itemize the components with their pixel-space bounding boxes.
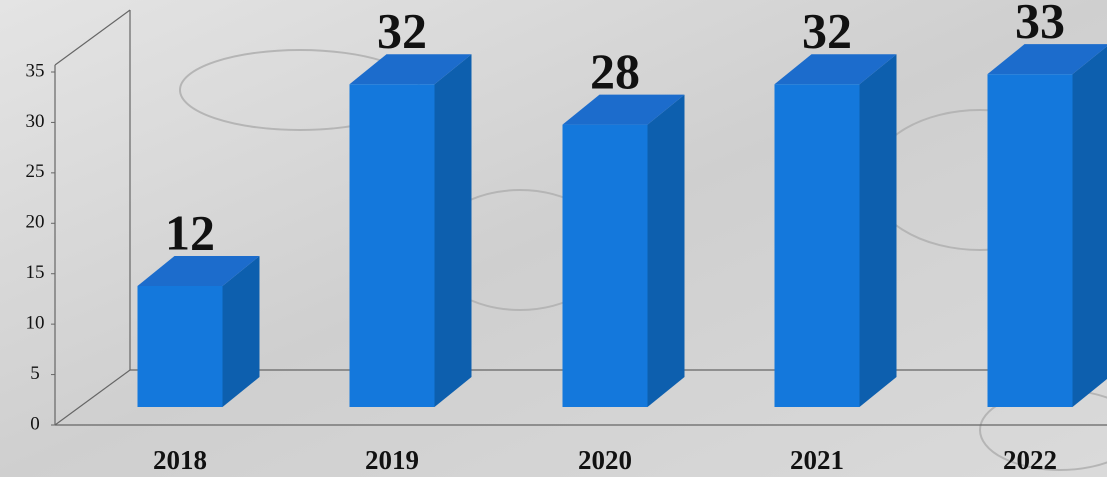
- chart: 0 5 10 15 20 25 30 35 2018 12 2019 32 2020 28 2021 32 20…: [0, 0, 1107, 477]
- bar: [138, 286, 223, 407]
- y-tick-label: 0: [30, 413, 40, 434]
- bar-side: [648, 95, 685, 407]
- value-label: 32: [377, 3, 427, 59]
- bar-side: [1073, 44, 1107, 407]
- x-tick-label: 2022: [1003, 445, 1057, 475]
- x-tick-label: 2021: [790, 445, 844, 475]
- value-label: 32: [802, 3, 852, 59]
- y-tick-label: 15: [26, 262, 45, 283]
- y-tick-label: 25: [26, 161, 45, 182]
- value-label: 12: [165, 204, 215, 260]
- y-tick-label: 20: [26, 212, 45, 233]
- x-tick-label: 2020: [578, 445, 632, 475]
- bar-side: [435, 54, 472, 407]
- value-label: 33: [1015, 0, 1065, 49]
- bar: [563, 125, 648, 407]
- bar-side: [860, 54, 897, 407]
- y-tick-label: 10: [26, 313, 45, 334]
- y-tick-label: 5: [30, 363, 40, 384]
- bar: [775, 84, 860, 407]
- x-tick-label: 2019: [365, 445, 419, 475]
- x-tick-label: 2018: [153, 445, 207, 475]
- value-label: 28: [590, 43, 640, 99]
- bar: [988, 74, 1073, 407]
- bar: [350, 84, 435, 407]
- y-tick-label: 30: [26, 111, 45, 132]
- y-tick-label: 35: [26, 60, 45, 81]
